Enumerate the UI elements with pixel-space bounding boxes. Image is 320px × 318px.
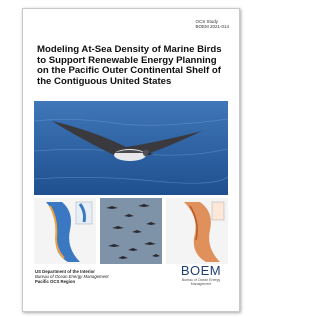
logo-acronym: BOEM	[173, 263, 229, 278]
report-id: OCS Study BOEM 2021-014	[195, 19, 229, 29]
agency-line: Pacific OCS Region	[35, 279, 109, 284]
report-number: BOEM 2021-014	[195, 24, 229, 29]
report-cover: OCS Study BOEM 2021-014 Modeling At-Sea …	[22, 8, 240, 312]
map-panels	[34, 198, 228, 264]
logo-name: Bureau of Ocean Energy Management	[173, 278, 229, 286]
title: Modeling At-Sea Density of Marine Birds …	[37, 45, 229, 87]
page-body: OCS Study BOEM 2021-014 Modeling At-Sea …	[0, 0, 261, 318]
bird-photo	[34, 101, 228, 195]
boem-logo: BOEM Bureau of Ocean Energy Management	[173, 263, 229, 286]
agency-block: US Department of the Interior Bureau of …	[35, 269, 109, 285]
